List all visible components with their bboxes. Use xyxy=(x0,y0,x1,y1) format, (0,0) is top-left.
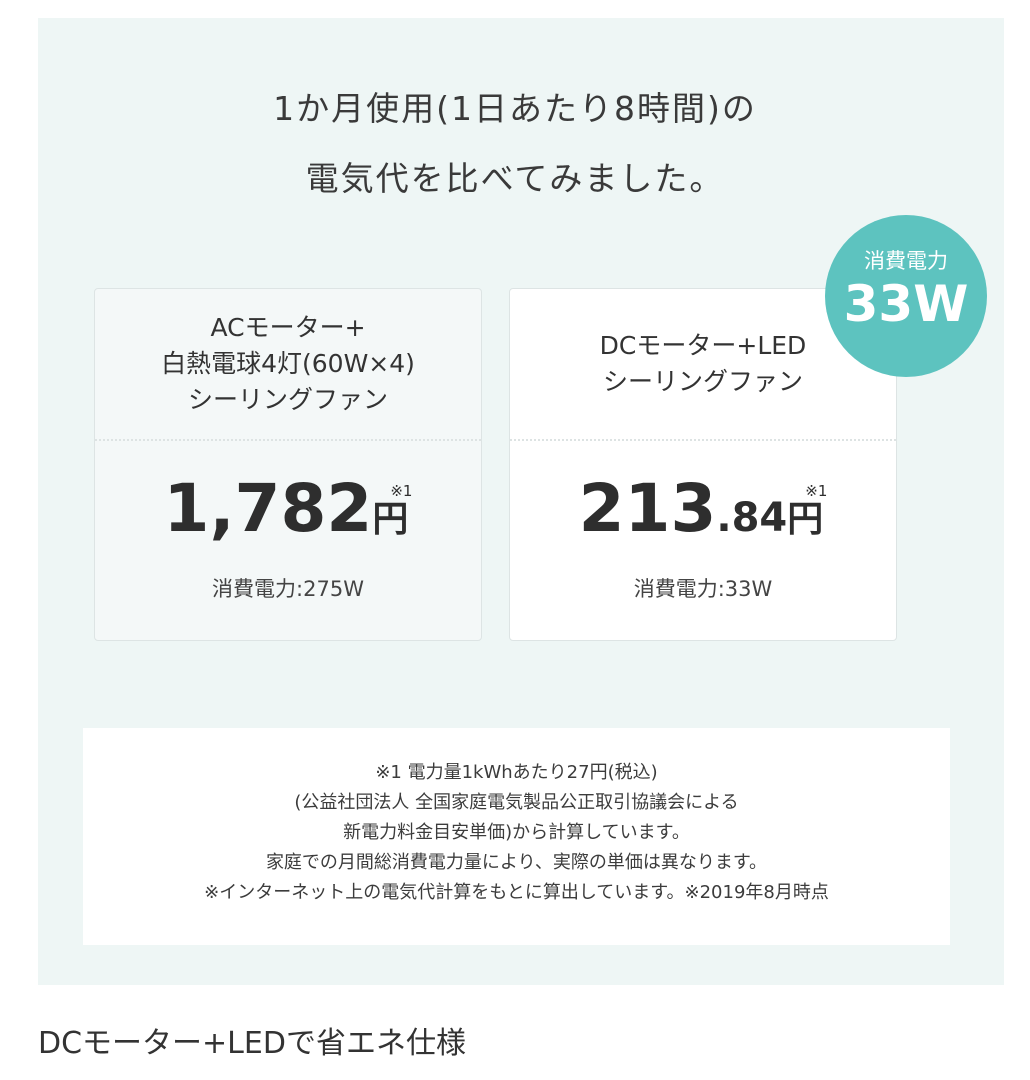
heading-line: ACモーター+ xyxy=(210,313,366,342)
caption: DCモーター+LEDで省エネ仕様 xyxy=(38,1026,466,1061)
title-line-1: 1か月使用(1日あたり8時間)の xyxy=(273,89,757,128)
price-value: 1,782 xyxy=(163,470,373,547)
note-line: (公益社団法人 全国家庭電気製品公正取引協議会による xyxy=(294,792,739,813)
title-line-2: 電気代を比べてみました。 xyxy=(305,159,725,198)
heading-line: シーリングファン xyxy=(602,367,803,396)
ac-motor-card: ACモーター+ 白熱電球4灯(60W×4) シーリングファン xyxy=(94,288,482,641)
price-value: 213 xyxy=(578,470,717,547)
dc-motor-card: DCモーター+LED シーリングファン xyxy=(509,288,897,641)
note-line: 家庭での月間総消費電力量により、実際の単価は異なります。 xyxy=(265,852,768,873)
badge-label: 消費電力 xyxy=(864,249,948,273)
heading-line: 白熱電球4灯(60W×4) xyxy=(161,349,415,378)
card-heading: DCモーター+LED シーリングファン xyxy=(510,289,896,441)
note-line: ※1 電力量1kWhあたり27円(税込) xyxy=(375,762,658,783)
note-line: ※インターネット上の電気代計算をもとに算出しています。※2019年8月時点 xyxy=(204,882,829,903)
footnote-mark: ※1 xyxy=(390,482,413,500)
note-line: 新電力料金目安単価)から計算しています。 xyxy=(343,822,690,843)
card-heading: ACモーター+ 白熱電球4灯(60W×4) シーリングファン xyxy=(95,289,481,441)
heading-line: DCモーター+LED xyxy=(599,331,807,360)
power-badge: 消費電力 33W xyxy=(825,215,987,377)
ac-power: 消費電力:275W xyxy=(212,577,364,601)
dc-price: 213.84円※1 xyxy=(509,470,897,547)
footnotes: ※1 電力量1kWhあたり27円(税込) (公益社団法人 全国家庭電気製品公正取… xyxy=(83,728,950,945)
dc-power: 消費電力:33W xyxy=(633,577,773,601)
heading-line: シーリングファン xyxy=(187,385,388,414)
currency: 円 xyxy=(787,499,824,540)
price-decimal: .84 xyxy=(716,495,788,541)
ac-price: 1,782円※1 xyxy=(94,470,482,547)
badge-value: 33W xyxy=(843,275,969,333)
currency: 円 xyxy=(372,499,409,540)
footnote-mark: ※1 xyxy=(805,482,828,500)
